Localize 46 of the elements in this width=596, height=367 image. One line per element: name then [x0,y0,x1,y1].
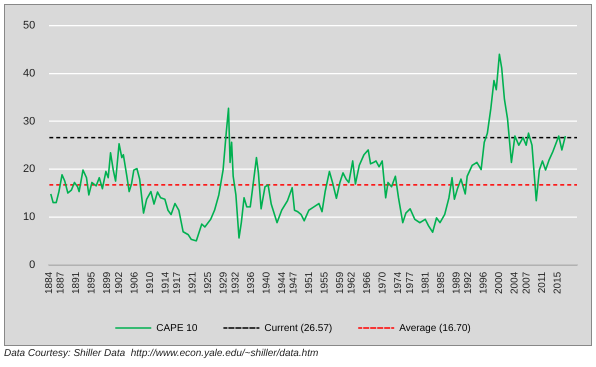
x-tick-label: 1951 [304,271,315,294]
x-tick-label: 1902 [114,271,125,294]
x-tick-label: 1992 [463,271,474,294]
x-tick-label: 1887 [56,271,67,294]
legend-label: CAPE 10 [156,322,198,334]
x-tick-label: 1899 [102,271,114,294]
x-tick-label: 1895 [86,271,98,294]
x-tick-label: 1955 [320,271,331,294]
x-tick-label: 1959 [335,271,346,294]
x-tick-label: 1917 [172,271,184,294]
x-tick-label: 1966 [362,271,374,294]
x-tick-label: 2004 [510,271,521,294]
x-tick-label: 1989 [451,271,462,294]
x-tick-label: 1940 [261,271,272,294]
y-tick-label: 40 [22,67,36,80]
x-tick-label: 1970 [378,271,389,294]
x-tick-label: 1932 [230,271,242,294]
x-tick-label: 1910 [144,271,156,294]
x-tick-label: 2015 [552,271,564,294]
x-tick-label: 1925 [203,271,214,294]
x-tick-label: 1996 [478,271,490,294]
y-tick-label: 0 [29,258,36,271]
y-tick-label: 50 [22,20,36,32]
x-tick-label: 1891 [71,271,82,294]
x-tick-label: 1985 [436,271,447,294]
x-tick-label: 1981 [420,271,432,294]
x-tick-label: 1921 [188,271,199,294]
y-tick-label: 10 [22,210,36,223]
x-tick-label: 1906 [129,271,140,294]
text: Data Courtesy: Shiller Data http://www.econ.yale.edu/~shiller/data.htm [4,348,318,359]
x-tick-label: 2007 [521,271,532,294]
x-tick-label: 1947 [288,271,300,294]
x-tick-label: 1884 [44,271,55,294]
y-tick-label: 30 [22,115,36,128]
x-tick-label: 1914 [160,271,172,294]
x-tick-label: 1974 [393,271,404,294]
y-tick-label: 20 [22,163,36,176]
x-tick-label: 2000 [494,271,506,294]
x-tick-label: 1936 [246,271,257,294]
x-tick-label: 1962 [346,271,358,294]
x-tick-label: 1929 [218,271,230,294]
legend-label: Average (16.70) [399,322,471,334]
x-tick-label: 2011 [536,271,548,294]
legend-label: Current (26.57) [264,322,332,334]
x-tick-label: 1977 [404,271,416,294]
x-tick-label: 1944 [276,271,288,294]
